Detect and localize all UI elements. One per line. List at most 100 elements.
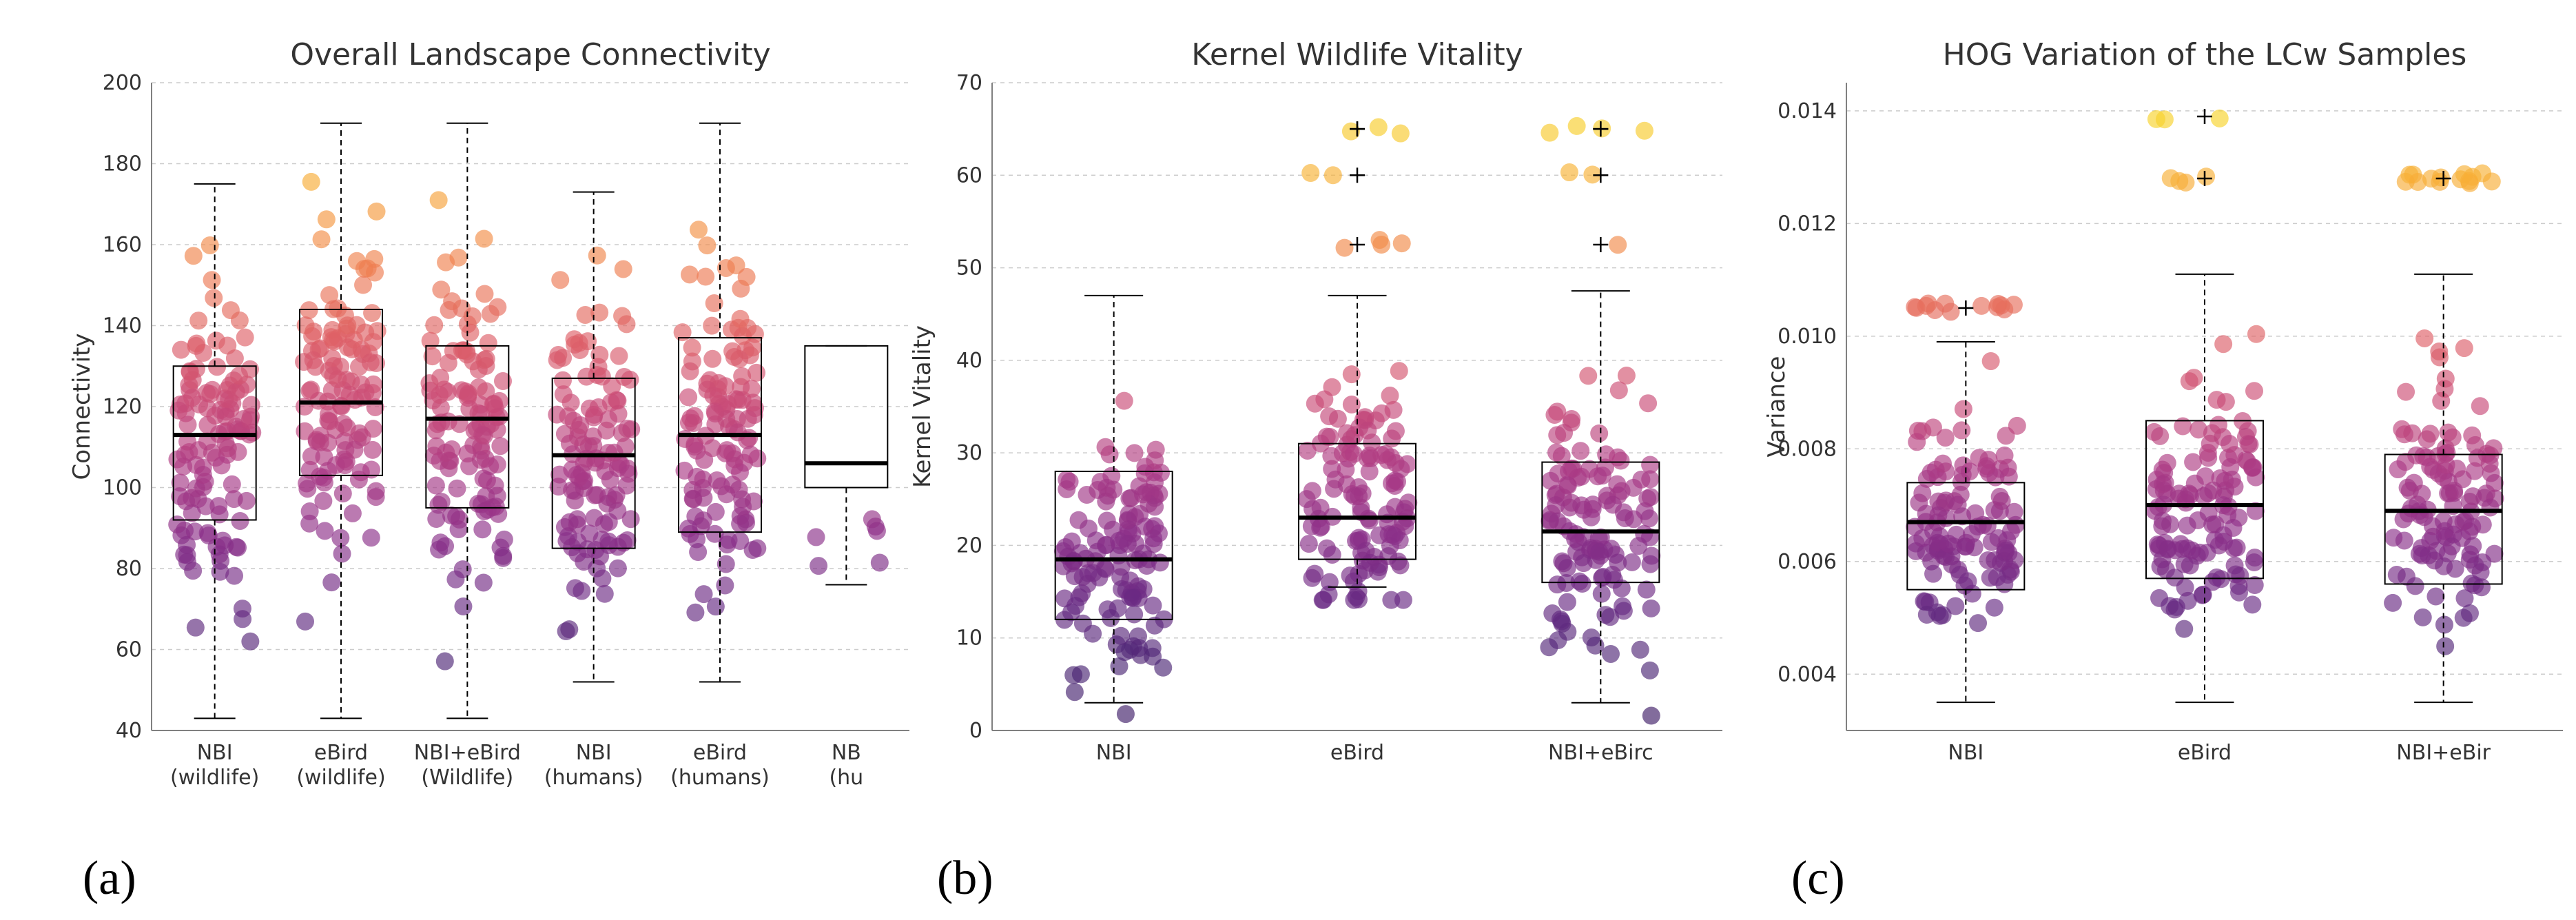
scatter-point xyxy=(431,533,449,551)
scatter-point xyxy=(2170,484,2188,502)
scatter-point xyxy=(690,221,708,238)
scatter-point xyxy=(2435,380,2453,398)
xtick-label: eBird xyxy=(314,741,368,765)
scatter-point xyxy=(576,306,594,324)
scatter-point xyxy=(2438,456,2455,474)
panel-a: 406080100120140160180200Overall Landscap… xyxy=(55,28,909,799)
scatter-point xyxy=(1587,637,1605,655)
scatter-point xyxy=(296,613,314,631)
scatter-point xyxy=(1993,492,2011,510)
scatter-point xyxy=(1385,527,1403,545)
scatter-point xyxy=(1361,447,1379,464)
scatter-point xyxy=(1061,473,1079,491)
scatter-point xyxy=(183,389,201,407)
scatter-point xyxy=(2482,498,2500,516)
scatter-point xyxy=(1969,614,1987,632)
scatter-point xyxy=(1392,125,1410,143)
scatter-point xyxy=(2203,515,2221,533)
scatter-point xyxy=(346,441,364,459)
xtick-label: NBI+eBird xyxy=(414,741,521,765)
scatter-point xyxy=(731,532,749,550)
ytick-label: 180 xyxy=(103,152,142,176)
scatter-point xyxy=(745,493,763,511)
scatter-point xyxy=(1593,585,1611,603)
scatter-point xyxy=(550,466,568,484)
xtick-label: (Wildlife) xyxy=(421,766,513,790)
scatter-point xyxy=(1547,444,1565,462)
scatter-point xyxy=(577,368,595,386)
scatter-point xyxy=(2247,325,2265,343)
scatter-point xyxy=(2008,417,2026,435)
scatter-point xyxy=(2421,425,2439,442)
scatter-point xyxy=(1574,575,1591,593)
scatter-point xyxy=(422,332,440,350)
scatter-point xyxy=(1393,234,1411,252)
scatter-point xyxy=(688,468,705,486)
scatter-point xyxy=(1572,442,1589,460)
scatter-point xyxy=(615,260,632,278)
scatter-point xyxy=(1090,569,1108,586)
scatter-point xyxy=(440,354,457,372)
scatter-point xyxy=(2195,487,2213,505)
scatter-point xyxy=(460,400,478,418)
xtick-label: (hu xyxy=(829,766,863,790)
ytick-label: 70 xyxy=(956,71,982,95)
scatter-point xyxy=(2435,558,2453,575)
scatter-point xyxy=(2397,383,2415,401)
scatter-point xyxy=(316,473,333,491)
scatter-point xyxy=(2473,578,2491,596)
scatter-point xyxy=(738,268,756,286)
scatter-point xyxy=(2184,453,2202,471)
scatter-point xyxy=(1548,402,1566,420)
scatter-point xyxy=(2158,540,2176,558)
scatter-point xyxy=(362,529,380,546)
scatter-point xyxy=(300,301,318,319)
scatter-point xyxy=(704,387,722,405)
scatter-point xyxy=(2243,595,2261,613)
scatter-point xyxy=(698,236,716,254)
scatter-point xyxy=(1639,394,1657,412)
scatter-point xyxy=(357,383,375,401)
scatter-point xyxy=(1594,467,1611,484)
scatter-point xyxy=(1641,662,1659,679)
scatter-point xyxy=(555,385,573,403)
scatter-point xyxy=(1554,554,1572,572)
scatter-point xyxy=(2239,435,2257,453)
ytick-label: 200 xyxy=(103,71,142,95)
scatter-point xyxy=(1615,602,1633,620)
scatter-point xyxy=(427,477,445,495)
scatter-point xyxy=(302,173,320,191)
scatter-point xyxy=(488,456,506,473)
scatter-point xyxy=(1359,422,1377,440)
scatter-point xyxy=(1381,387,1399,405)
ytick-label: 20 xyxy=(956,533,982,558)
scatter-point xyxy=(344,504,362,522)
scatter-point xyxy=(2230,584,2248,602)
scatter-point xyxy=(1959,572,1977,590)
scatter-point xyxy=(440,412,457,430)
scatter-point xyxy=(209,497,227,515)
ytick-label: 160 xyxy=(103,233,142,257)
scatter-point xyxy=(1097,438,1115,456)
scatter-point xyxy=(1345,591,1363,609)
scatter-point xyxy=(1072,665,1090,683)
scatter-point xyxy=(622,510,640,528)
scatter-point xyxy=(1098,512,1116,530)
scatter-point xyxy=(1977,457,1995,475)
scatter-point xyxy=(596,585,614,603)
panel-c: 0.0040.0060.0080.0100.0120.014HOG Variat… xyxy=(1736,28,2563,799)
scatter-point xyxy=(729,423,747,441)
scatter-point xyxy=(601,471,619,489)
scatter-point xyxy=(454,597,472,615)
scatter-point xyxy=(1596,606,1614,624)
scatter-point xyxy=(1117,705,1135,723)
scatter-point xyxy=(354,276,372,294)
scatter-point xyxy=(1560,163,1578,181)
ytick-label: 40 xyxy=(116,719,142,743)
scatter-point xyxy=(2154,512,2172,530)
scatter-point xyxy=(339,338,357,356)
scatter-point xyxy=(487,498,505,515)
scatter-point xyxy=(1906,298,1924,316)
scatter-point xyxy=(1972,297,1990,315)
scatter-point xyxy=(213,456,231,474)
